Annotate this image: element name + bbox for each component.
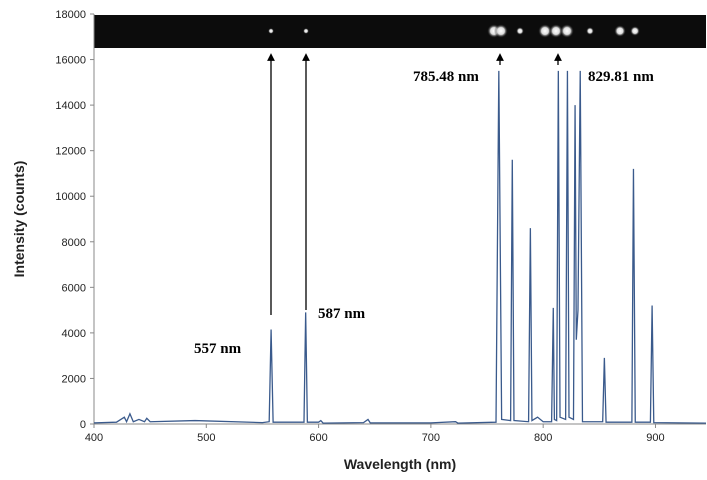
annotation: 785.48 nm bbox=[413, 69, 479, 85]
spectrum-line bbox=[93, 70, 707, 424]
y-tick-label: 8000 bbox=[62, 237, 86, 249]
x-tick-label: 600 bbox=[309, 432, 327, 444]
y-tick-label: 14000 bbox=[55, 100, 86, 112]
y-tick-label: 6000 bbox=[62, 282, 86, 294]
y-tick-label: 4000 bbox=[62, 328, 86, 340]
annotation: 587 nm bbox=[318, 306, 366, 322]
x-tick-label: 900 bbox=[646, 432, 664, 444]
y-tick-label: 2000 bbox=[62, 373, 86, 385]
x-axis-label: Wavelength (nm) bbox=[344, 456, 456, 472]
x-tick-label: 400 bbox=[85, 432, 103, 444]
y-tick-label: 16000 bbox=[55, 55, 86, 67]
annotation: 557 nm bbox=[194, 341, 242, 357]
x-tick-label: 800 bbox=[534, 432, 552, 444]
y-tick-label: 18000 bbox=[55, 9, 86, 21]
x-tick-label: 700 bbox=[422, 432, 440, 444]
x-tick-label: 500 bbox=[197, 432, 215, 444]
spectrum-strip bbox=[94, 15, 706, 48]
y-tick-label: 10000 bbox=[55, 191, 86, 203]
annotation: 829.81 nm bbox=[588, 69, 654, 85]
y-tick-label: 12000 bbox=[55, 146, 86, 158]
y-tick-label: 0 bbox=[80, 419, 86, 431]
y-axis-label: Intensity (counts) bbox=[11, 161, 27, 278]
